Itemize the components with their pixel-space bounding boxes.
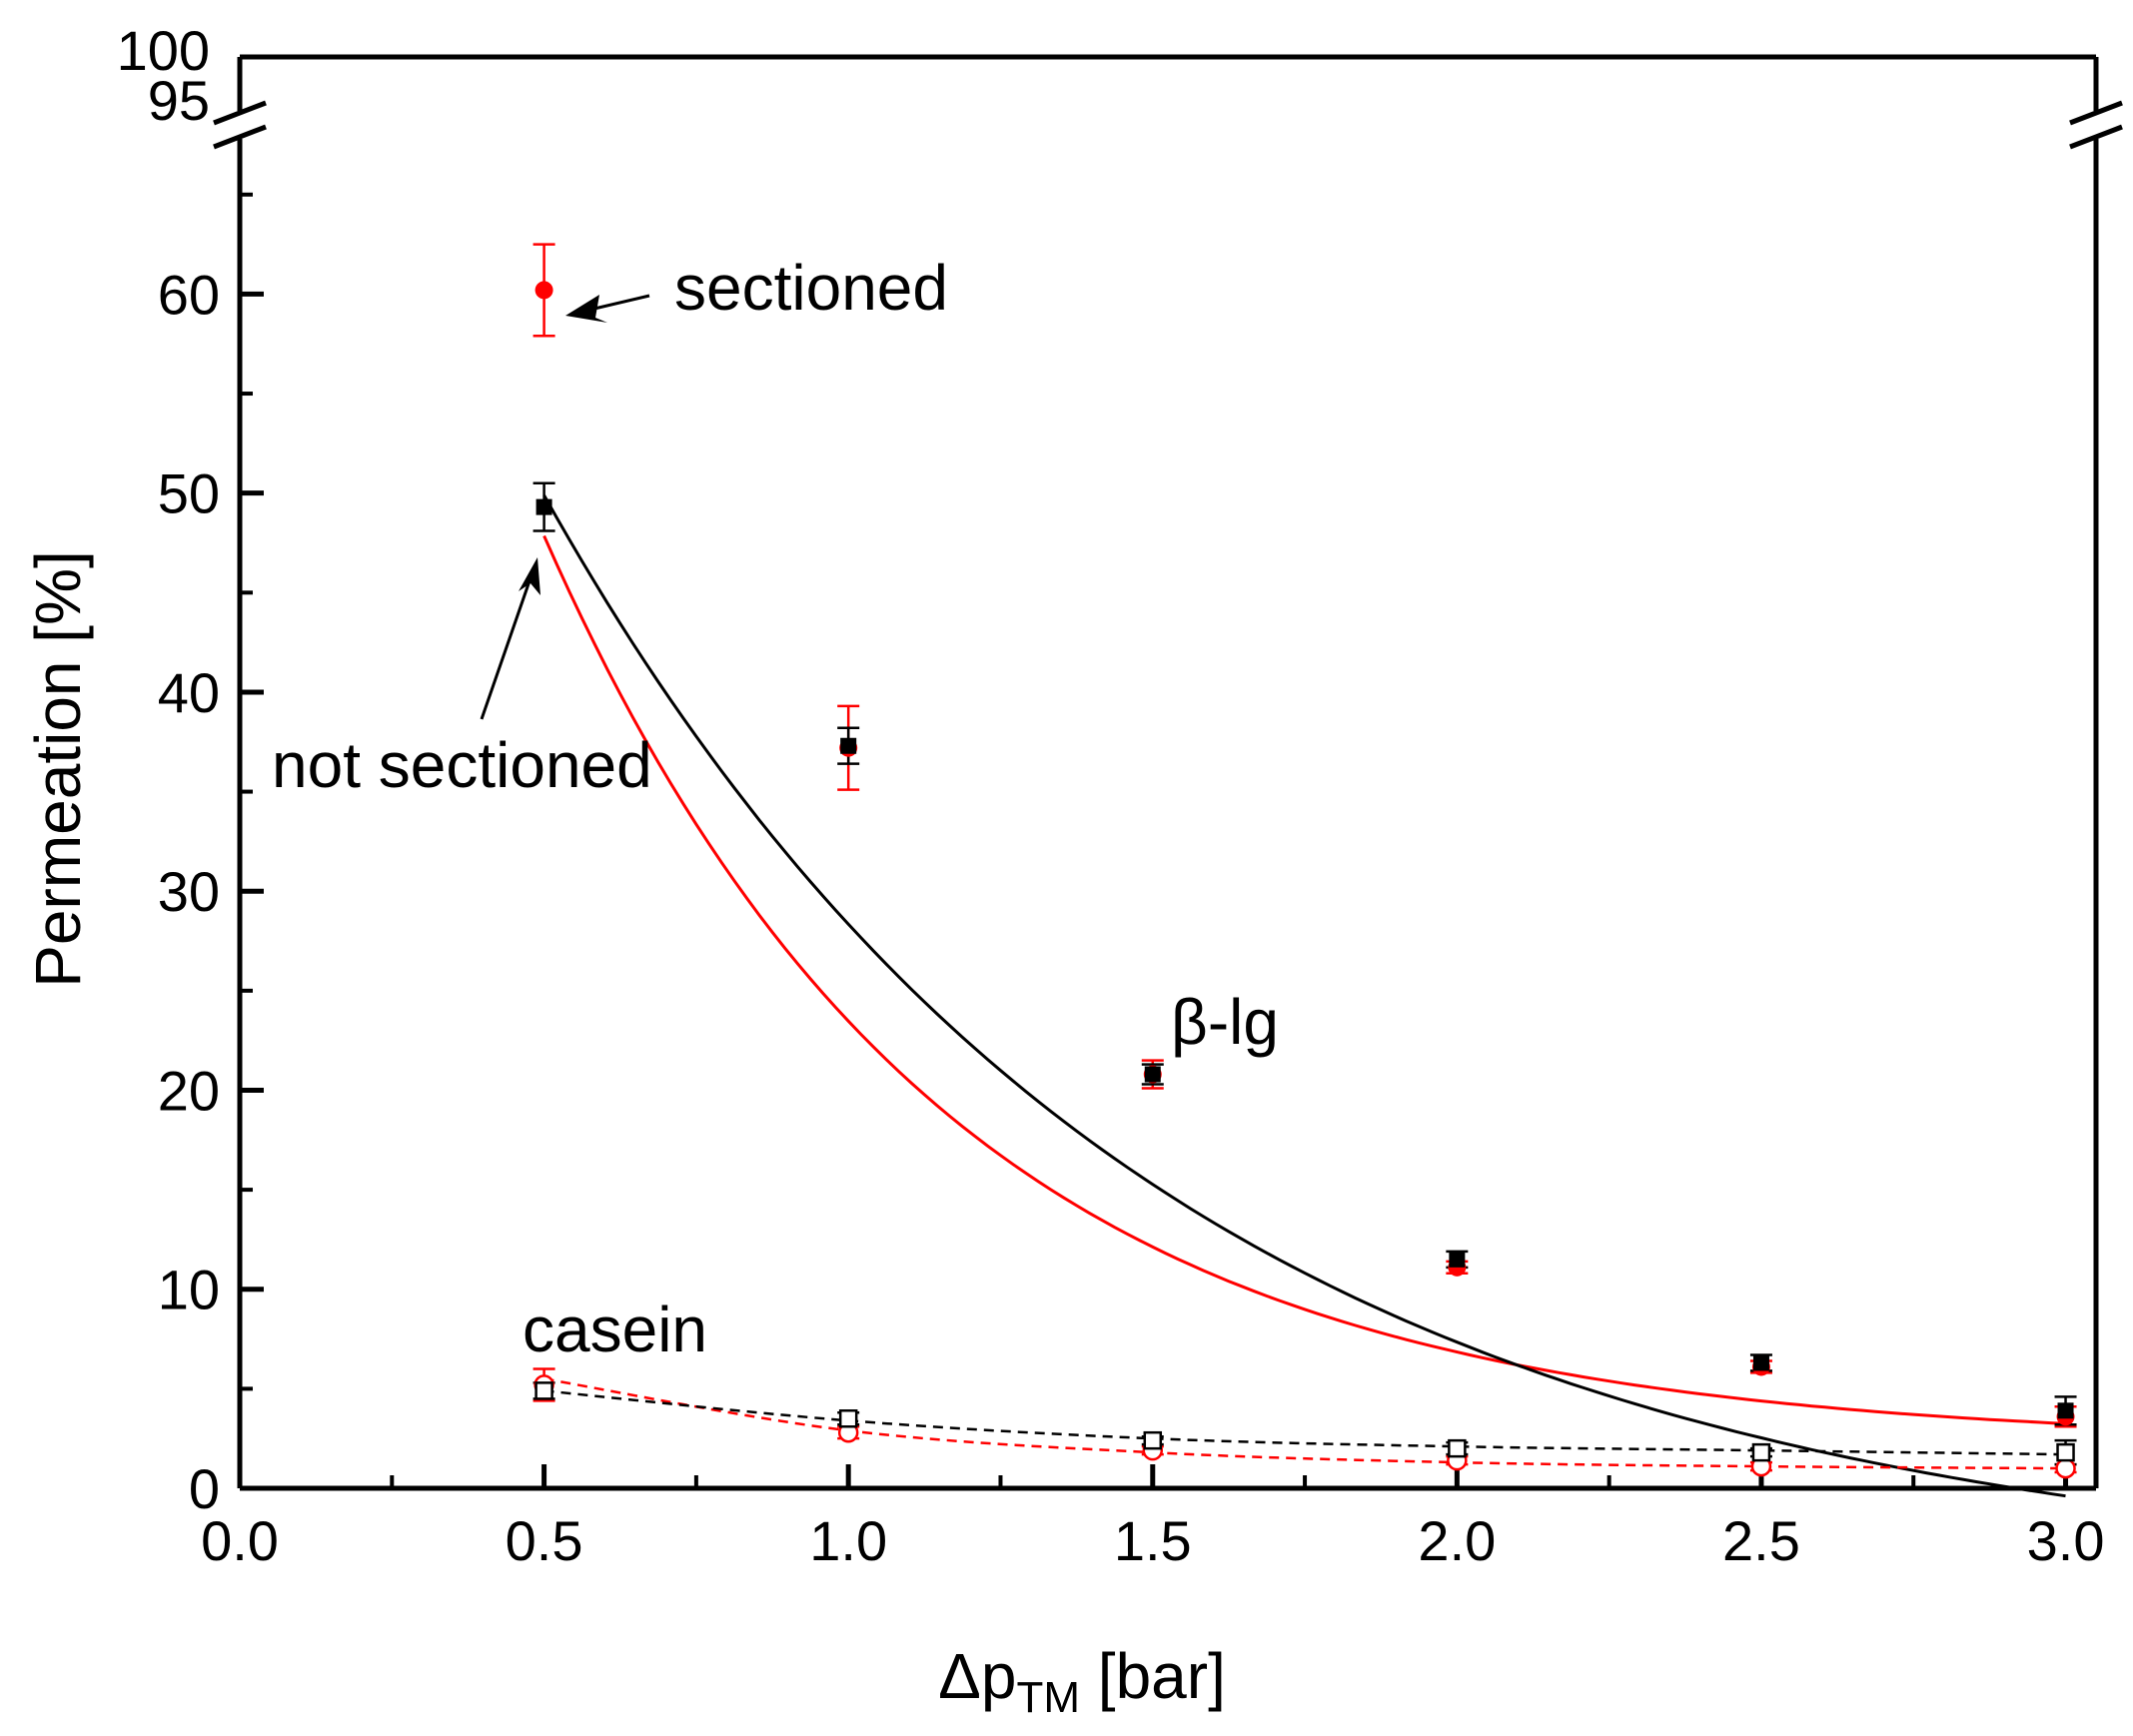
fit-curve-3	[543, 1389, 2066, 1456]
axis-break-right-2	[2069, 124, 2123, 150]
x-tick-label-2: 1.0	[809, 1509, 887, 1572]
x-axis-label-main: Δp	[938, 1640, 1016, 1712]
annotation-beta-lg: β-lg	[1171, 986, 1279, 1058]
marker-2-5	[2055, 1457, 2076, 1479]
arrow-head-sectioned	[565, 295, 607, 323]
axis-break-right-1	[2069, 100, 2123, 126]
axis-labels: ΔpTM [bar] Permeation [%]	[22, 550, 1226, 1722]
y-tick-label-1: 10	[158, 1259, 220, 1321]
annotation-sectioned: sectioned	[674, 252, 948, 324]
annotation-not-sectioned: not sectioned	[272, 729, 652, 801]
fit-curve-0	[542, 534, 2066, 1425]
marker-1-1	[840, 737, 857, 754]
marker-3-1	[838, 1409, 858, 1428]
marker-0-0	[534, 281, 553, 300]
plot-frame	[213, 54, 2123, 1491]
annotation-casein: casein	[523, 1294, 707, 1365]
marker-3-3	[1448, 1438, 1467, 1458]
arrow-head-not-sectioned	[519, 557, 540, 595]
x-tick-label-4: 2.0	[1418, 1509, 1496, 1572]
marker-3-4	[1751, 1442, 1771, 1462]
marker-3-2	[1143, 1430, 1163, 1450]
y-tick-label-0: 0	[189, 1457, 220, 1520]
y-tick-upper-label-0: 95	[148, 69, 210, 132]
y-tick-label-3: 30	[158, 860, 220, 923]
axis-break-left-1	[213, 100, 267, 126]
x-tick-label-1: 0.5	[506, 1509, 583, 1572]
y-tick-label-2: 20	[158, 1059, 220, 1122]
annotations: sectioned not sectioned β-lg casein	[272, 252, 1279, 1365]
data-markers	[533, 281, 2076, 1479]
fit-curve-2	[543, 1377, 2066, 1470]
marker-3-5	[2056, 1442, 2075, 1462]
y-tick-label-6: 60	[158, 263, 220, 326]
marker-3-0	[534, 1381, 553, 1400]
marker-1-3	[1449, 1251, 1466, 1268]
fit-curves	[542, 494, 2066, 1498]
marker-1-0	[535, 498, 552, 515]
arrow-not-sectioned	[480, 571, 534, 720]
marker-1-4	[1752, 1354, 1769, 1371]
y-axis-label: Permeation [%]	[22, 550, 94, 988]
x-tick-label-5: 2.5	[1722, 1509, 1800, 1572]
axis-break-left-2	[213, 124, 267, 150]
y-tick-label-5: 50	[158, 462, 220, 525]
x-tick-label-3: 1.5	[1114, 1509, 1192, 1572]
marker-1-2	[1144, 1066, 1161, 1083]
fit-curve-1	[542, 494, 2066, 1498]
x-axis-label: ΔpTM [bar]	[938, 1640, 1226, 1722]
y-tick-upper-label-1: 100	[117, 19, 210, 82]
error-bars	[533, 243, 2077, 1474]
x-axis-label-subscript: TM	[1016, 1673, 1080, 1722]
marker-1-5	[2057, 1402, 2074, 1419]
y-tick-label-4: 40	[158, 661, 220, 724]
x-axis-label-unit: [bar]	[1080, 1640, 1226, 1712]
x-tick-label-0: 0.0	[201, 1509, 279, 1572]
x-tick-label-6: 3.0	[2027, 1509, 2105, 1572]
